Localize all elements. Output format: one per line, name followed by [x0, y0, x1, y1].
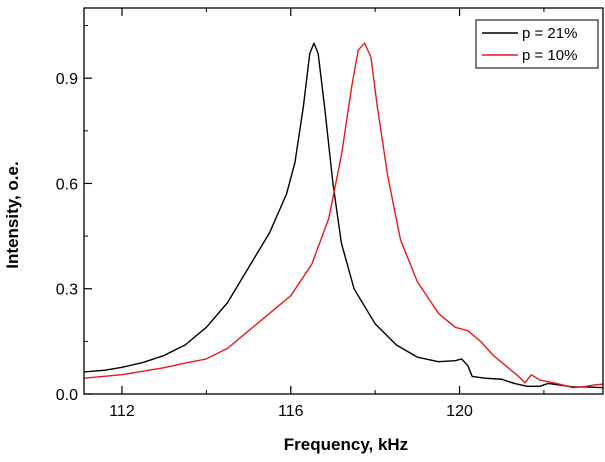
x-tick-label: 112: [109, 403, 135, 420]
x-axis-title: Frequency, kHz: [284, 435, 408, 454]
y-axis-title: Intensity, o.e.: [3, 161, 22, 268]
series-line-1: [84, 42, 603, 389]
legend-label-1: p = 21%: [522, 25, 577, 42]
x-tick-label: 120: [446, 403, 473, 420]
y-tick-label: 0.3: [56, 282, 78, 299]
plot-frame: [83, 7, 604, 395]
axis-ticks: 112 116 120 0.0 0.3 0.6 0.9: [56, 8, 545, 420]
plot-layer: [84, 42, 603, 389]
legend: p = 21% p = 10%: [475, 19, 599, 69]
legend-label-2: p = 10%: [522, 47, 577, 64]
series-line-2: [84, 42, 603, 389]
y-tick-label: 0.6: [56, 176, 78, 193]
x-tick-label: 116: [278, 403, 304, 420]
legend-box: [475, 19, 599, 69]
y-tick-label: 0.0: [56, 387, 78, 404]
y-tick-label: 0.9: [56, 71, 78, 88]
